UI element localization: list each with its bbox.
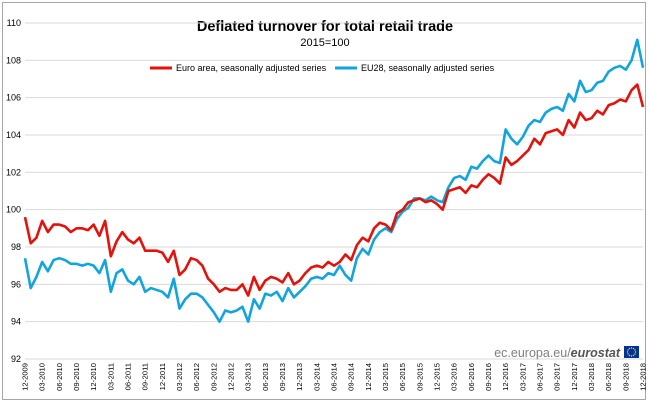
x-tick-label: 12-2013: [295, 363, 304, 391]
eu-star: [634, 351, 637, 353]
series-line-eu28: [23, 38, 645, 323]
y-tick-label: 104: [6, 130, 21, 140]
x-tick-label: 12-2012: [227, 363, 236, 391]
x-tick-label: 03-2013: [244, 363, 253, 391]
x-axis-ticks: 12-2009 03-2010 06-2010 09-2010 12-2010 03-20…: [21, 363, 648, 391]
eu-star: [627, 353, 629, 355]
x-tick-label: 06-2015: [398, 363, 407, 391]
gridlines: [25, 22, 643, 360]
y-tick-label: 96: [11, 279, 21, 289]
legend-label-eu28: EU28, seasonally adjusted series: [361, 63, 495, 73]
eu-star: [626, 351, 629, 353]
source-text: ec.europa.eu/eurostat: [494, 346, 621, 360]
x-tick-label: 06-2011: [124, 363, 133, 390]
series-line-euro-area: [23, 83, 645, 297]
x-tick-label: 09-2017: [553, 363, 562, 391]
x-tick-label: 12-2009: [21, 363, 30, 391]
y-tick-label: 98: [11, 242, 21, 252]
y-tick-label: 100: [6, 205, 21, 215]
x-tick-label: 03-2016: [450, 363, 459, 391]
legend: Euro area, seasonally adjusted series EU…: [150, 63, 495, 73]
x-tick-label: 09-2010: [72, 363, 81, 391]
x-tick-label: 09-2012: [209, 363, 218, 391]
x-tick-label: 12-2017: [570, 363, 579, 391]
eu-star: [634, 349, 636, 351]
x-tick-label: 09-2018: [621, 363, 630, 391]
y-tick-label: 92: [11, 354, 21, 364]
x-tick-label: 09-2013: [278, 363, 287, 391]
x-tick-label: 09-2015: [415, 363, 424, 391]
x-tick-label: 03-2014: [312, 363, 321, 391]
x-tick-label: 09-2014: [347, 363, 356, 391]
eu-star: [628, 347, 631, 350]
eu-star: [627, 349, 629, 351]
x-tick-label: 06-2014: [330, 363, 339, 391]
eu-flag-icon: [624, 346, 639, 358]
y-tick-label: 102: [6, 167, 21, 177]
x-tick-label: 03-2017: [518, 363, 527, 391]
x-tick-label: 12-2015: [433, 363, 442, 391]
x-tick-label: 03-2011: [106, 363, 115, 390]
source-credit: ec.europa.eu/eurostat: [494, 346, 639, 360]
x-tick-label: 03-2012: [175, 363, 184, 391]
chart-title: Deflated turnover for total retail trade: [197, 19, 453, 35]
y-tick-label: 108: [6, 55, 21, 65]
series-lines: [23, 38, 645, 323]
x-tick-label: 06-2018: [604, 363, 613, 391]
x-tick-label: 03-2015: [381, 363, 390, 391]
x-tick-label: 12-2011: [158, 363, 167, 390]
x-tick-label: 06-2016: [467, 363, 476, 391]
chart-subtitle: 2015=100: [300, 37, 349, 49]
x-tick-label: 06-2017: [536, 363, 545, 391]
y-tick-label: 106: [6, 93, 21, 103]
x-tick-label: 12-2016: [501, 363, 510, 391]
eu-star: [632, 347, 635, 350]
eu-star: [630, 347, 633, 349]
chart-frame: [2, 2, 646, 400]
x-tick-label: 03-2010: [38, 363, 47, 391]
x-tick-label: 06-2010: [55, 363, 64, 391]
x-tick-label: 03-2018: [587, 363, 596, 391]
x-tick-label: 12-2018: [639, 363, 648, 391]
x-tick-label: 09-2016: [484, 363, 493, 391]
eu-star: [634, 353, 636, 355]
x-tick-label: 12-2014: [364, 363, 373, 391]
x-tick-label: 09-2011: [141, 363, 150, 390]
x-tick-label: 06-2013: [261, 363, 270, 391]
legend-label-euro-area: Euro area, seasonally adjusted series: [176, 63, 327, 73]
eu-star: [628, 354, 631, 357]
y-tick-label: 110: [7, 18, 21, 28]
x-tick-label: 06-2012: [192, 363, 201, 391]
eu-star: [632, 354, 635, 357]
eu-star: [630, 355, 633, 357]
y-axis-ticks: 92 94 96 98 100 102 104 106 108 110: [6, 18, 21, 364]
x-tick-label: 12-2010: [89, 363, 98, 391]
y-tick-label: 94: [11, 317, 21, 327]
